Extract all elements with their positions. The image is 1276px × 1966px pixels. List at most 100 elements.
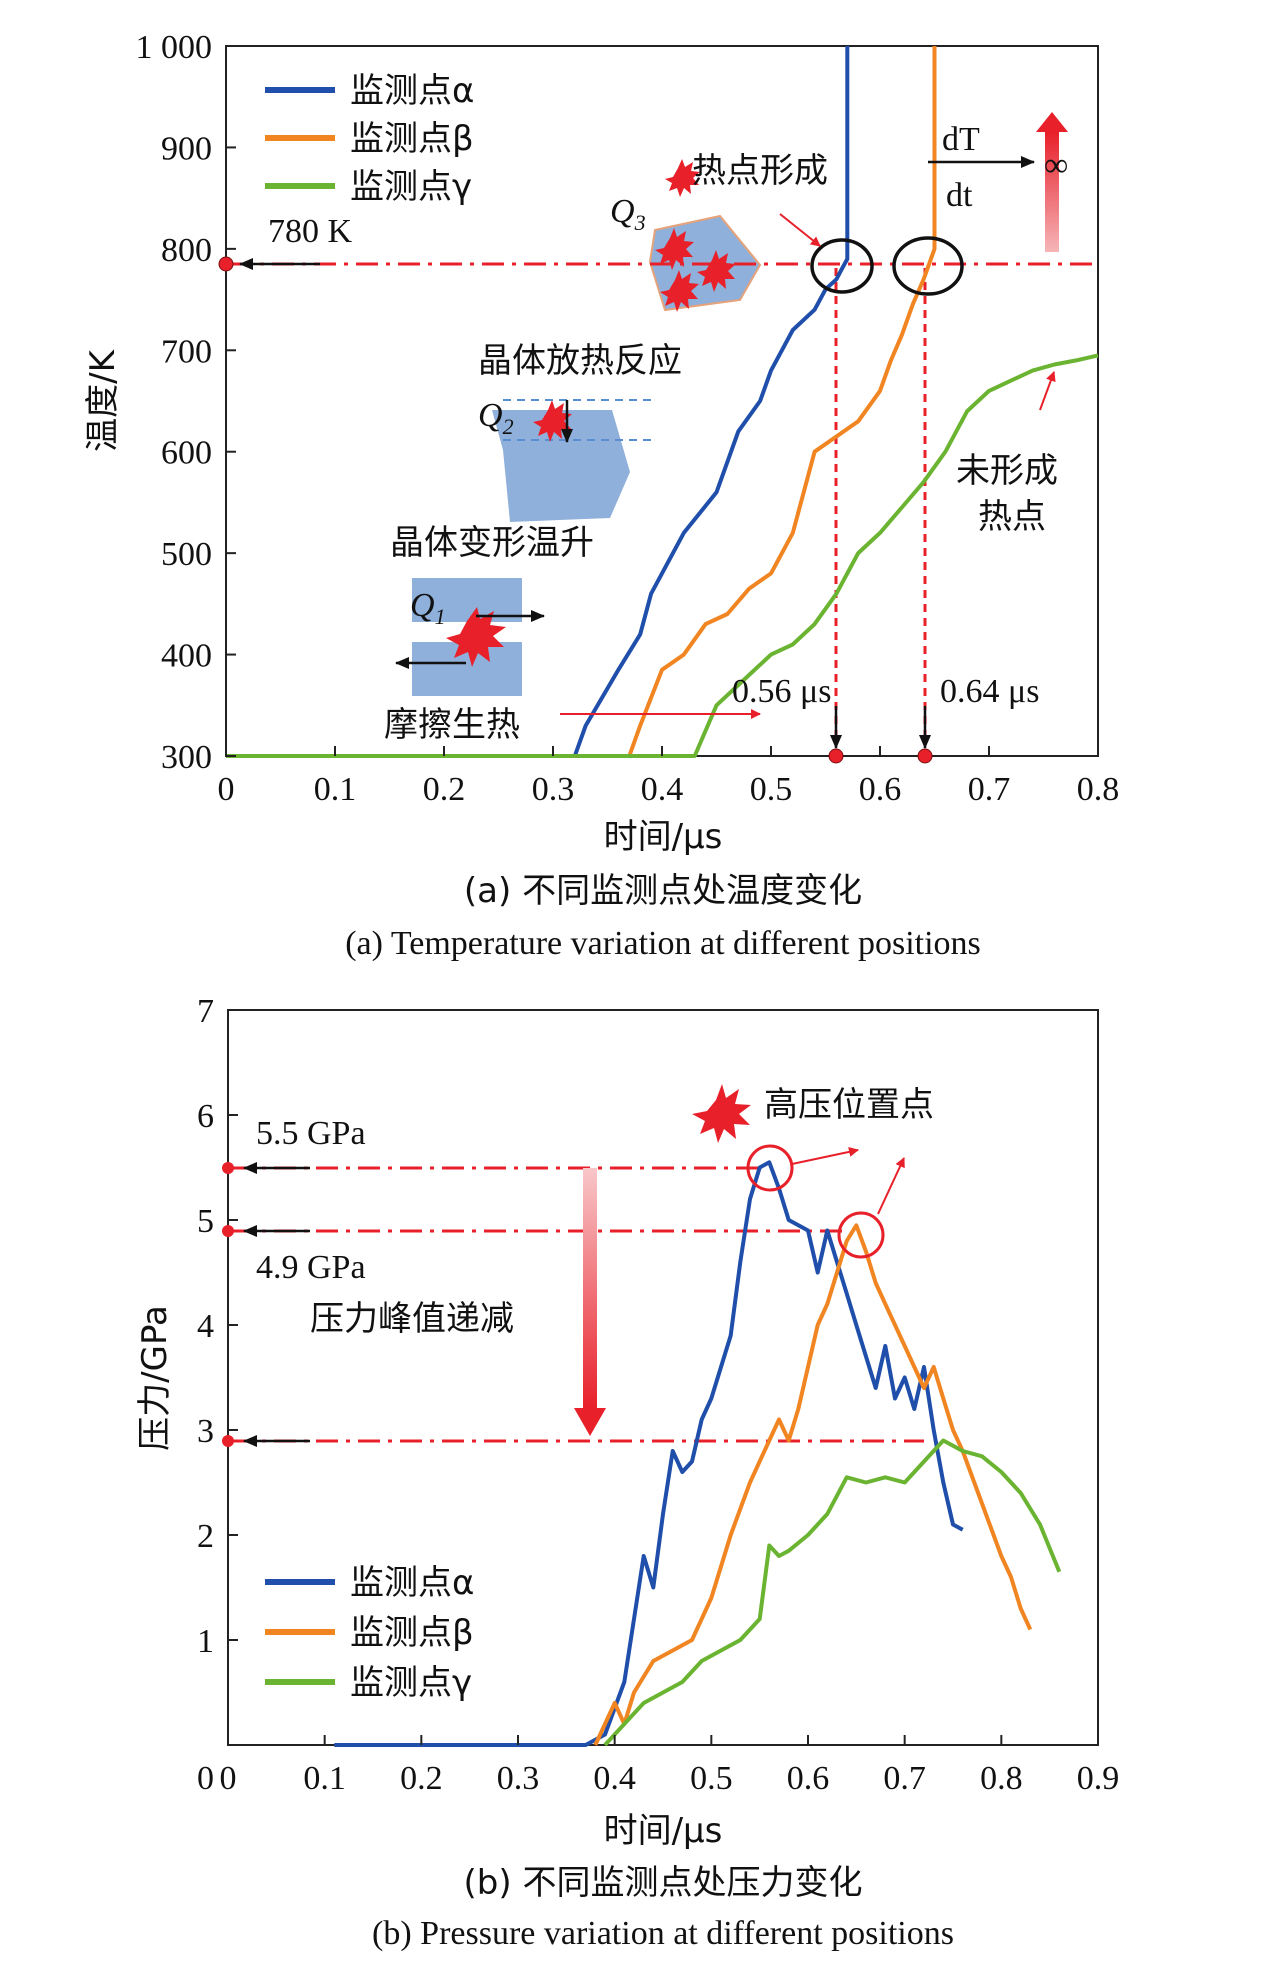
crystal-deform-label: 晶体变形温升 (390, 523, 594, 563)
y-axis-title-b: 压力/GPa (135, 1305, 175, 1451)
series-line-b-2 (593, 1223, 1033, 1746)
caption-b-en: (b) Pressure variation at different posi… (372, 1915, 954, 1952)
x-axis-title-a: 时间/μs (604, 817, 723, 857)
infinity-gradient-bar (1045, 132, 1059, 252)
x-tick-label: 0 (220, 1760, 237, 1797)
pressure-chart: 监测点α 监测点β 监测点γ 5.5 GPa 4.9 GPa 压力峰值递减 高压… (135, 993, 1119, 1952)
y-tick-label: 7 (197, 993, 214, 1030)
decay-arrow-head (574, 1408, 606, 1436)
x-axis-title-b: 时间/μs (604, 1811, 723, 1851)
y-tick-label: 500 (161, 536, 212, 573)
y-tick-label: 300 (161, 739, 212, 776)
temperature-chart: 监测点α 监测点β 监测点γ 780 K 0.56 μs 0.64 μs 热点形… (83, 29, 1119, 962)
infinity-arrow-head (1036, 112, 1068, 132)
x-tick-label: 0.6 (859, 771, 902, 808)
legend-label-gamma: 监测点γ (350, 167, 472, 207)
peak-alpha-dot (222, 1162, 234, 1174)
x-tick-label: 0.8 (1077, 771, 1120, 808)
series-line-a-2 (226, 46, 937, 758)
caption-a-cn: (a) 不同监测点处温度变化 (464, 871, 862, 911)
series-line-a-1 (226, 46, 850, 758)
threshold-dot (218, 256, 234, 272)
legend-label-beta: 监测点β (350, 119, 474, 159)
t-alpha-label: 0.56 μs (732, 673, 831, 710)
x-tick-label: 0.8 (980, 1760, 1023, 1797)
legend-label-gamma-b: 监测点γ (350, 1663, 472, 1703)
hotspot-ring-alpha (810, 238, 874, 294)
high-pressure-label: 高压位置点 (764, 1085, 934, 1125)
peak-pointer-alpha (791, 1146, 859, 1165)
peak-beta-dot (222, 1225, 234, 1237)
caption-b-cn: (b) 不同监测点处压力变化 (464, 1863, 863, 1903)
q3-label: Q3 (610, 193, 646, 235)
y-tick-label: 400 (161, 638, 212, 675)
x-tick-label: 0.1 (314, 771, 357, 808)
q1-label: Q1 (410, 587, 446, 629)
hotspot-ring-beta (892, 236, 964, 296)
x-tick-label: 0.2 (400, 1760, 443, 1797)
high-pressure-icon (692, 1084, 751, 1143)
infinity-label: ∞ (1044, 147, 1068, 184)
y-tick-label: 900 (161, 130, 212, 167)
caption-a-en: (a) Temperature variation at different p… (345, 925, 981, 962)
x-tick-label: 0.7 (968, 771, 1011, 808)
x-tick-label: 0 (218, 771, 235, 808)
peak-gamma-dot (222, 1435, 234, 1447)
series-line-b-1 (334, 1160, 964, 1747)
y-tick-label: 5 (197, 1203, 214, 1240)
y-tick-label: 4 (197, 1308, 214, 1345)
temperature-series (226, 46, 1099, 758)
t-alpha-dot (828, 748, 844, 764)
dT-label: dT (942, 121, 980, 158)
x-tick-label: 0.3 (497, 1760, 540, 1797)
no-hotspot-pointer (1039, 371, 1056, 411)
legend-label-beta-b: 监测点β (350, 1613, 474, 1653)
crystal-reaction-label: 晶体放热反应 (478, 341, 682, 381)
series-line-a-3 (226, 353, 1099, 758)
pressure-series (334, 1160, 1062, 1747)
peak-ring-alpha (746, 1144, 794, 1192)
friction-label: 摩擦生热 (384, 705, 520, 745)
decay-label: 压力峰值递减 (310, 1299, 514, 1339)
hotspot-label: 热点形成 (692, 151, 828, 191)
t-beta-label: 0.64 μs (940, 673, 1039, 710)
legend-label-alpha-b: 监测点α (350, 1563, 474, 1603)
x-tick-label: 0.9 (1077, 1760, 1120, 1797)
y-tick-label: 1 (197, 1623, 214, 1660)
legend-b: 监测点α 监测点β 监测点γ (265, 1563, 474, 1703)
y-tick-label: 800 (161, 232, 212, 269)
q2-label: Q2 (478, 397, 514, 439)
x-tick-label: 0.5 (690, 1760, 733, 1797)
threshold-label: 780 K (268, 213, 353, 250)
hotspot-burst-icon (446, 159, 736, 667)
x-tick-label: 0.4 (641, 771, 684, 808)
hotspot-pointer (779, 213, 821, 247)
dt-label: dt (946, 177, 973, 214)
y-tick-label-zero: 0 (197, 1760, 214, 1797)
legend-a: 监测点α 监测点β 监测点γ (265, 71, 474, 207)
peak-alpha-label: 5.5 GPa (256, 1115, 366, 1152)
x-tick-label: 0.1 (303, 1760, 346, 1797)
y-tick-label: 700 (161, 333, 212, 370)
y-tick-label: 2 (197, 1518, 214, 1555)
y-tick-label: 6 (197, 1098, 214, 1135)
peak-beta-label: 4.9 GPa (256, 1249, 366, 1286)
no-hotspot-label-1: 未形成 (956, 451, 1058, 491)
plot-frame-b (227, 1009, 1099, 1746)
legend-label-alpha: 监测点α (350, 71, 474, 111)
peak-pointer-beta (877, 1157, 905, 1215)
peak-ring-beta (837, 1211, 885, 1259)
x-tick-label: 0.2 (423, 771, 466, 808)
axis-ticks-a: 0 0.1 0.2 0.3 0.4 0.5 0.6 0.7 0.8 300 400 500 600 700… (136, 29, 1120, 808)
decay-gradient-bar (583, 1168, 597, 1408)
y-tick-label: 3 (197, 1413, 214, 1450)
friction-block-top (412, 578, 522, 622)
y-tick-label: 600 (161, 435, 212, 472)
crystal-illustrations (395, 159, 762, 696)
no-hotspot-label-2: 热点 (978, 497, 1046, 537)
x-tick-label: 0.3 (532, 771, 575, 808)
y-tick-label: 1 000 (136, 29, 213, 66)
x-tick-label: 0.5 (750, 771, 793, 808)
x-tick-label: 0.4 (593, 1760, 636, 1797)
